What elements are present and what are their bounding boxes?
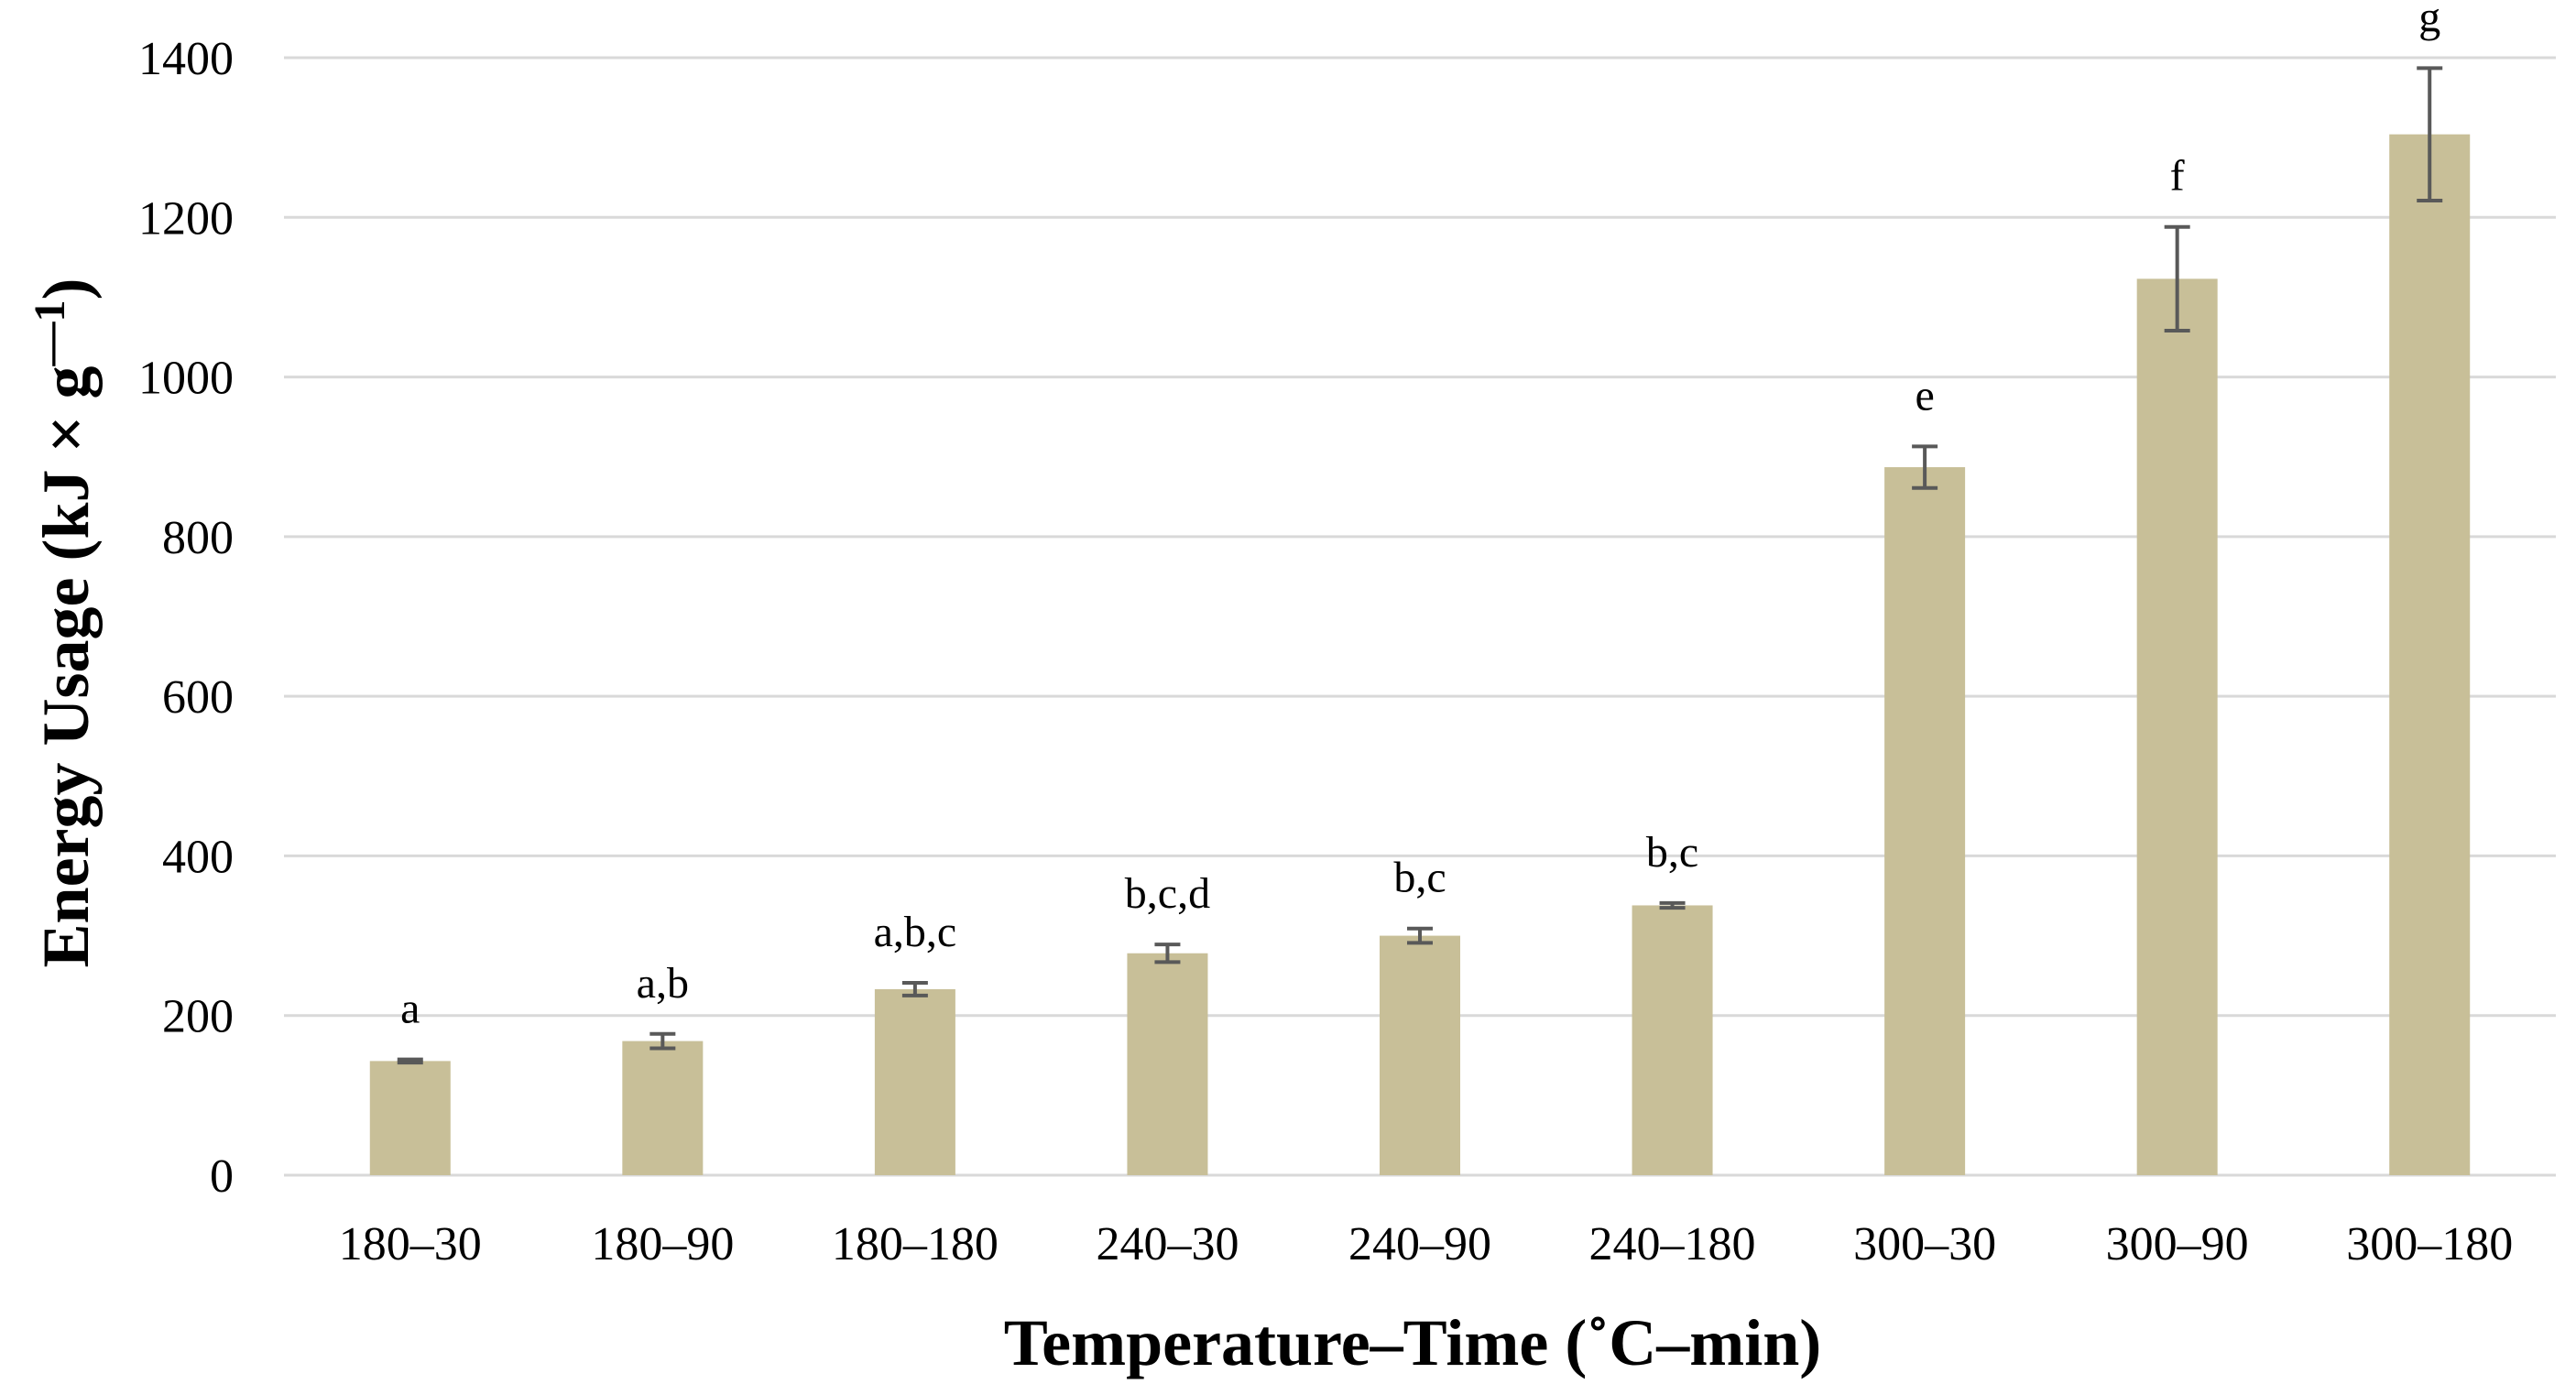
bar [369, 1061, 451, 1175]
significance-label: g [2418, 0, 2440, 41]
bar [1632, 905, 1713, 1175]
significance-labels: a a,b a,b,c b,c,d b,c b,c e f g [400, 0, 2440, 1033]
x-tick-label: 240–90 [1348, 1218, 1491, 1270]
x-tick-label: 300–180 [2346, 1218, 2513, 1270]
error-bar [2164, 224, 2190, 333]
x-tick-label: 300–90 [2106, 1218, 2249, 1270]
y-tick-label: 1400 [138, 33, 234, 85]
x-tick-label: 240–180 [1589, 1218, 1756, 1270]
gridlines [284, 56, 2556, 1177]
x-tick-label: 240–30 [1096, 1218, 1239, 1270]
bar [1380, 935, 1460, 1175]
error-bar [1659, 900, 1686, 910]
x-tick-label: 180–90 [591, 1218, 734, 1270]
y-axis-ticks: 0 200 400 600 800 1000 1200 1400 [138, 33, 234, 1203]
y-axis-title: Energy Usage (kJ × g—1) [26, 278, 103, 968]
error-bar [2417, 66, 2443, 202]
bar [1884, 467, 1966, 1175]
error-bar [649, 1031, 676, 1051]
y-tick-label: 1000 [138, 353, 234, 405]
significance-label: b,c [1646, 828, 1698, 877]
y-tick-label: 1200 [138, 192, 234, 245]
significance-label: f [2170, 152, 2185, 201]
x-tick-label: 300–30 [1853, 1218, 1996, 1270]
error-bar [1407, 926, 1433, 945]
significance-label: a,b [637, 959, 689, 1008]
error-bars [397, 66, 2443, 1065]
x-axis-title: Temperature–Time (˚C–min) [1004, 1306, 1822, 1379]
significance-label: b,c [1393, 854, 1446, 902]
bars [369, 134, 2471, 1176]
y-axis-title-superscript: —1 [26, 300, 74, 366]
y-axis-title-main: Energy Usage (kJ × g [29, 365, 103, 967]
error-bar [1154, 943, 1181, 965]
error-bar [397, 1057, 423, 1065]
y-tick-label: 800 [162, 512, 234, 564]
significance-label: e [1915, 371, 1934, 420]
x-tick-label: 180–180 [832, 1218, 999, 1270]
bar [1127, 953, 1208, 1175]
y-axis-title-close: ) [29, 278, 103, 300]
significance-label: a [400, 985, 420, 1033]
significance-label: b,c,d [1125, 869, 1210, 918]
y-tick-label: 200 [162, 991, 234, 1043]
y-tick-label: 400 [162, 831, 234, 883]
error-bar [901, 980, 928, 997]
significance-label: a,b,c [874, 908, 957, 956]
y-tick-label: 0 [210, 1150, 234, 1203]
bar [2389, 134, 2471, 1176]
x-axis-ticks: 180–30 180–90 180–180 240–30 240–90 240–180 30… [339, 1218, 2513, 1270]
bar [622, 1041, 704, 1175]
bar [874, 988, 955, 1175]
y-tick-label: 600 [162, 671, 234, 724]
bar [2136, 278, 2218, 1175]
error-bar [1912, 444, 1938, 490]
x-tick-label: 180–30 [339, 1218, 482, 1270]
